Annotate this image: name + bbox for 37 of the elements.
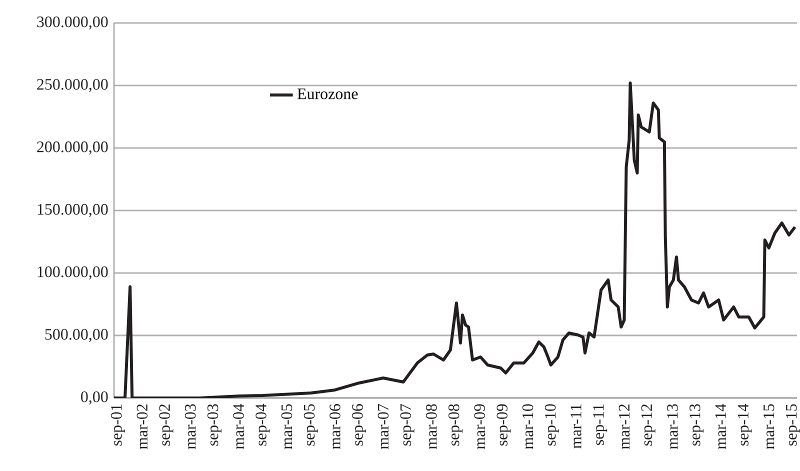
x-tick-label: sep-06 — [352, 404, 366, 446]
x-tick-label: sep-11 — [593, 404, 608, 445]
x-tick-label: sep-12 — [641, 404, 656, 446]
y-tick-label: 0,00 — [81, 391, 108, 405]
legend-label: Eurozone — [297, 88, 358, 100]
x-tick-label: sep-09 — [496, 404, 511, 446]
x-tick-label: mar-09 — [474, 404, 485, 450]
x-tick-label: sep-13 — [690, 404, 704, 446]
x-tick-label: mar-08 — [426, 404, 437, 450]
x-tick-label: sep-03 — [207, 404, 222, 446]
x-tick-label: mar-03 — [184, 404, 196, 450]
y-tick-label: 100.000,00 — [38, 266, 108, 280]
x-tick-label: mar-06 — [330, 404, 340, 450]
x-tick-label: mar-07 — [378, 404, 389, 450]
x-tick-label: mar-11 — [570, 404, 582, 449]
y-tick-label: 250.000,00 — [37, 78, 108, 92]
x-tick-label: sep-01 — [111, 404, 126, 446]
y-tick-label: 150.000,00 — [38, 204, 108, 218]
x-tick-label: sep-08 — [448, 404, 463, 446]
x-tick-label: sep-15 — [786, 404, 800, 446]
x-tick-label: mar-02 — [136, 404, 148, 450]
x-tick-label: mar-15 — [764, 404, 774, 450]
x-tick-label: mar-10 — [522, 404, 534, 450]
x-tick-label: sep-02 — [159, 404, 174, 446]
x-tick-label: mar-12 — [618, 404, 630, 450]
x-tick-label: sep-10 — [544, 404, 559, 446]
x-tick-label: sep-05 — [304, 404, 318, 446]
x-tick-label: sep-04 — [256, 404, 270, 446]
y-tick-label: 300.000,00 — [37, 16, 108, 30]
y-tick-label: 200.000,00 — [37, 141, 108, 155]
x-tick-label: sep-14 — [738, 404, 752, 446]
x-tick-label: mar-14 — [715, 404, 726, 450]
y-tick-label: 500.00,00 — [45, 328, 108, 342]
x-tick-label: mar-05 — [281, 404, 292, 450]
x-tick-label: mar-04 — [233, 404, 244, 450]
x-tick-label: sep-07 — [400, 404, 414, 446]
x-tick-label: mar-13 — [667, 404, 678, 450]
